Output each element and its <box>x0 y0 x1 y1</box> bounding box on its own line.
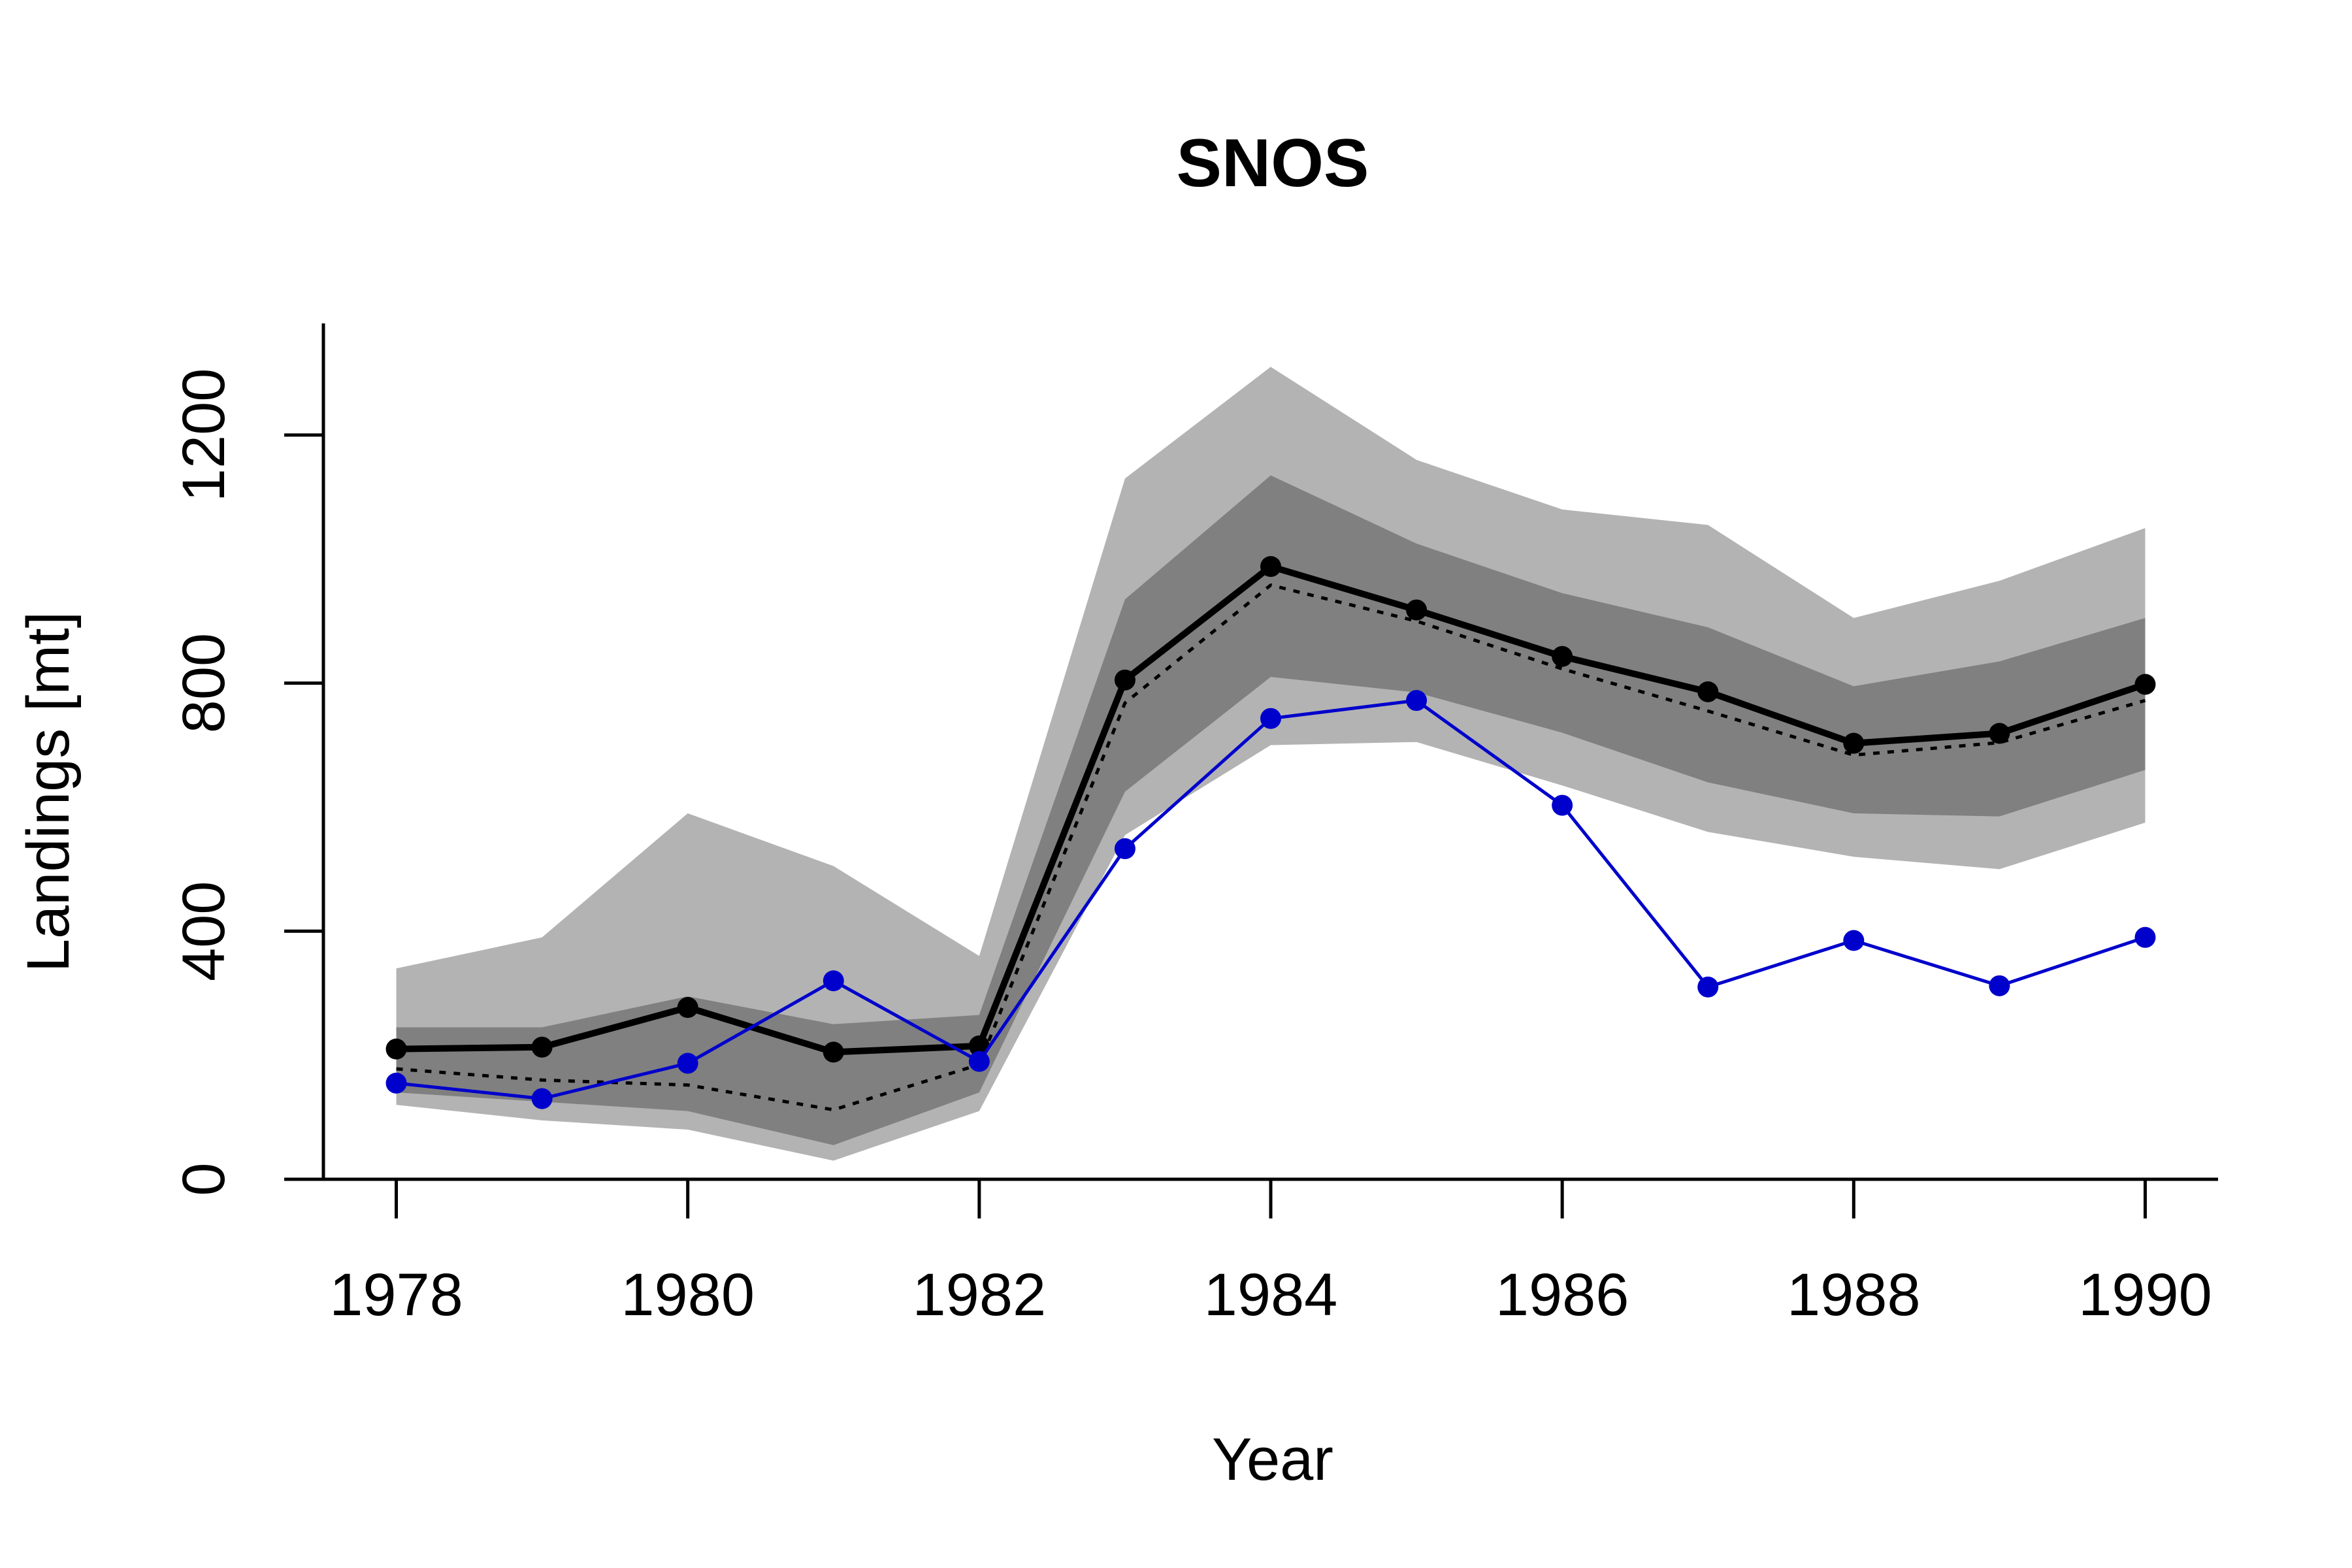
series-2-point <box>968 1051 990 1072</box>
series-2-point <box>1552 794 1573 816</box>
y-tick-label: 800 <box>171 633 237 734</box>
series-0-point <box>1697 681 1719 702</box>
series-2-point <box>2134 926 2156 948</box>
series-0-point <box>1260 556 1281 578</box>
chart-title: SNOS <box>1177 125 1369 201</box>
axes: 1978 1980 1982 1984 1986 1988 1990 0 400 800 1200 <box>171 323 2218 1328</box>
x-tick-label: 1978 <box>329 1262 463 1328</box>
series-0-point <box>1989 723 2010 744</box>
x-axis-label: Year <box>1212 1426 1333 1493</box>
series-0-point <box>677 997 698 1019</box>
y-tick-label: 0 <box>171 1162 237 1196</box>
band-outer <box>396 367 2146 1161</box>
series-0-point <box>531 1036 553 1058</box>
series-2-point <box>1406 690 1428 711</box>
x-tick-label: 1984 <box>1204 1262 1338 1328</box>
series-0-point <box>1843 732 1865 754</box>
x-tick-label: 1982 <box>913 1262 1047 1328</box>
series-1-line <box>396 583 2146 1112</box>
series-0-point <box>823 1041 844 1063</box>
series-2-point <box>1260 708 1281 729</box>
series-2-point <box>385 1072 407 1094</box>
series-2-point <box>1843 930 1865 951</box>
series-0-point <box>1552 645 1573 667</box>
series-2-point <box>531 1088 553 1109</box>
series-2-point <box>1114 838 1135 860</box>
data-series <box>385 556 2156 1112</box>
series-2-point <box>1697 976 1719 998</box>
series-0-point <box>1114 669 1135 691</box>
x-tick-label: 1980 <box>621 1262 755 1328</box>
band-inner <box>396 475 2146 1145</box>
x-tick-label: 1990 <box>2078 1262 2212 1328</box>
series-2-point <box>1989 975 2010 996</box>
y-tick-label: 1200 <box>171 368 237 502</box>
series-0-point <box>385 1038 407 1060</box>
x-tick-label: 1986 <box>1495 1262 1629 1328</box>
series-2-point <box>823 970 844 992</box>
confidence-bands <box>396 367 2146 1161</box>
series-0-point <box>2134 674 2156 695</box>
y-tick-label: 400 <box>171 881 237 982</box>
series-0-point <box>1406 599 1428 621</box>
y-axis-label: Landings [mt] <box>15 612 82 972</box>
x-tick-label: 1988 <box>1787 1262 1921 1328</box>
series-2-point <box>677 1053 698 1074</box>
